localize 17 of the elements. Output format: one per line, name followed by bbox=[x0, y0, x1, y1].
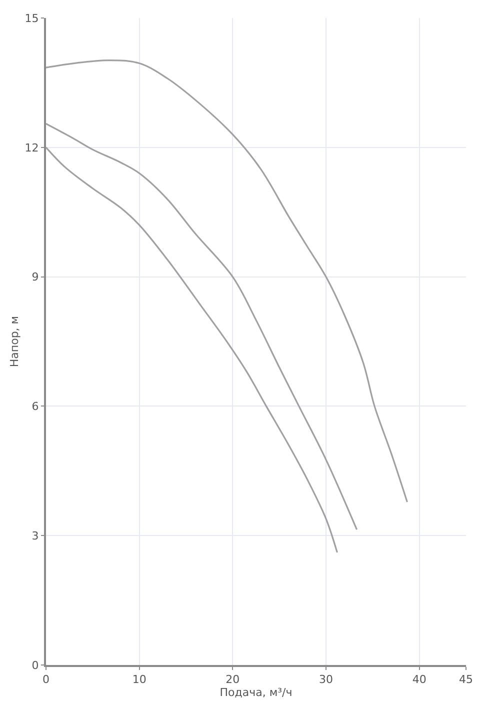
y-tick-label: 3 bbox=[32, 529, 39, 542]
y-tick-label: 6 bbox=[32, 400, 39, 414]
x-tick-label: 0 bbox=[42, 673, 50, 686]
x-axis-title: Подача, м³/ч bbox=[220, 686, 292, 700]
x-tick-label: 40 bbox=[412, 673, 426, 686]
y-tick-label: 15 bbox=[24, 12, 39, 25]
line-series bbox=[46, 122, 358, 530]
line-series bbox=[46, 59, 408, 503]
x-tick-label: 10 bbox=[132, 673, 146, 686]
line-series bbox=[46, 146, 338, 554]
y-tick-label: 0 bbox=[32, 658, 39, 672]
x-tick-label: 30 bbox=[319, 673, 333, 686]
y-axis-title: Напор, м bbox=[8, 316, 21, 368]
y-tick-label: 9 bbox=[32, 270, 39, 284]
x-tick-label: 20 bbox=[226, 673, 240, 686]
x-tick-label: 45 bbox=[459, 673, 473, 686]
y-tick-label: 12 bbox=[24, 141, 39, 154]
